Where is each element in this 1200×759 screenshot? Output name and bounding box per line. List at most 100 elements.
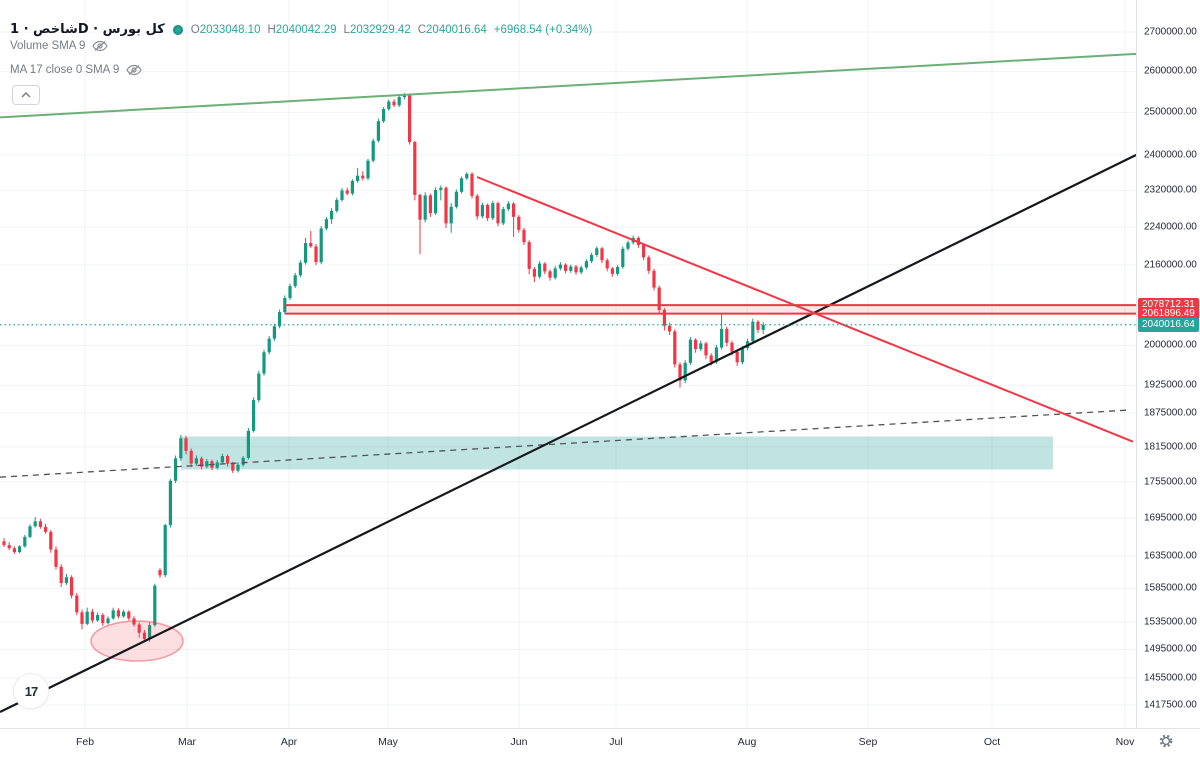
time-axis[interactable]: Feb Mar Apr May Jun Jul Aug Sep Oct Nov — [0, 728, 1200, 759]
candle-body — [184, 438, 188, 451]
price-axis-label: 2040016.64 — [1138, 317, 1199, 332]
candle-body — [116, 610, 120, 617]
candle-body — [132, 618, 136, 625]
dashed-trendline[interactable] — [0, 409, 1129, 478]
candle-body — [324, 219, 328, 229]
candle-body — [392, 101, 396, 106]
candle-body — [714, 347, 718, 362]
ohlc-low-label: L — [343, 23, 350, 36]
candle-body — [361, 175, 365, 179]
candle-body — [262, 352, 266, 374]
candle-body — [740, 348, 744, 363]
candle-body — [496, 203, 500, 224]
support-zone-rectangle[interactable] — [181, 436, 1053, 470]
candle-body — [75, 595, 79, 613]
candle-body — [18, 546, 22, 553]
candle-body — [657, 287, 661, 311]
candle-body — [574, 266, 578, 273]
candle-body — [725, 328, 729, 343]
price-axis[interactable]: 2700000.00 2600000.00 2500000.00 2400000.00… — [1136, 0, 1200, 728]
descending-red-trendline[interactable] — [476, 176, 1134, 443]
time-tick-label: Sep — [858, 736, 878, 748]
eye-off-icon[interactable] — [92, 40, 109, 52]
candle-body — [548, 271, 552, 278]
candle-body — [584, 261, 588, 268]
candle-body — [605, 260, 609, 269]
candle-body — [402, 94, 406, 98]
price-tick-label: 2320000.00 — [1144, 184, 1197, 196]
resistance-band-fill[interactable] — [285, 305, 1136, 314]
indicator-row-volume[interactable]: Volume SMA 9 — [10, 40, 109, 52]
candle-body — [246, 430, 250, 458]
ellipse-annotation[interactable] — [90, 620, 184, 662]
candle-body — [340, 190, 344, 200]
time-tick-label: Nov — [1115, 736, 1135, 748]
candle-body — [33, 521, 37, 527]
candle-body — [59, 566, 63, 584]
candle-body — [2, 541, 6, 546]
ohlc-low-value: 2032929.42 — [349, 23, 411, 36]
candle-body — [278, 312, 282, 327]
candle-body — [428, 195, 432, 214]
upper-green-trendline[interactable] — [0, 52, 1137, 119]
indicator-row-ma[interactable]: MA 17 close 0 SMA 9 — [10, 64, 143, 76]
candle-body — [44, 526, 48, 532]
collapse-legend-button[interactable] — [12, 85, 40, 105]
time-tick-label: Apr — [280, 736, 298, 748]
axis-settings-gear-icon[interactable] — [1158, 733, 1176, 751]
price-tick-label: 2000000.00 — [1144, 339, 1197, 351]
candle-body — [704, 343, 708, 356]
ohlc-open-value: 2033048.10 — [199, 23, 261, 36]
price-axis-label: 2061896.49 — [1138, 306, 1199, 321]
eye-off-icon[interactable] — [126, 64, 143, 76]
ascending-black-trendline[interactable] — [0, 154, 1137, 713]
chevron-up-icon — [21, 91, 31, 98]
candle-body — [434, 189, 438, 214]
time-tick-label: Jun — [510, 736, 528, 748]
candle-body — [111, 610, 115, 619]
candle-body — [538, 263, 542, 277]
candle-body — [106, 618, 110, 624]
candle-body — [439, 187, 443, 190]
symbol-title[interactable]: شاخص · 1D · كل بورس — [10, 22, 165, 37]
candle-body — [454, 191, 458, 207]
price-tick-label: 2600000.00 — [1144, 65, 1197, 77]
time-tick-label: Oct — [983, 736, 1001, 748]
candle-body — [558, 264, 562, 269]
candle-body — [267, 338, 271, 353]
candle-body — [226, 456, 230, 464]
candle-body — [293, 275, 297, 287]
candle-body — [673, 331, 677, 365]
candle-body — [626, 242, 630, 249]
candle-body — [418, 194, 422, 220]
candle-body — [553, 268, 557, 278]
time-tick-label: Aug — [737, 736, 757, 748]
candle-body — [137, 624, 141, 633]
candle-body — [413, 142, 417, 195]
ohlc-high-label: H — [267, 23, 276, 36]
candle-body — [652, 270, 656, 288]
candle-body — [486, 204, 490, 219]
candle-body — [101, 615, 105, 624]
market-status-dot — [172, 24, 183, 35]
candle-body — [543, 263, 547, 272]
candle-body — [356, 175, 360, 182]
candle-body — [460, 178, 464, 192]
candle-body — [142, 632, 146, 639]
candle-body — [491, 203, 495, 219]
price-tick-label: 1815000.00 — [1144, 441, 1197, 453]
tradingview-logo[interactable]: 17 — [13, 673, 49, 709]
candle-body — [668, 325, 672, 332]
candle-body — [480, 204, 484, 217]
candle-body — [376, 121, 380, 141]
candle-body — [662, 310, 666, 326]
candle-body — [382, 109, 386, 122]
candle-body — [283, 297, 287, 313]
ohlc-close-label: C — [417, 23, 427, 36]
candle-body — [506, 203, 510, 210]
candle-body — [694, 339, 698, 350]
candle-body — [319, 228, 323, 263]
price-tick-label: 1635000.00 — [1144, 550, 1197, 562]
price-tick-label: 1925000.00 — [1144, 379, 1197, 391]
